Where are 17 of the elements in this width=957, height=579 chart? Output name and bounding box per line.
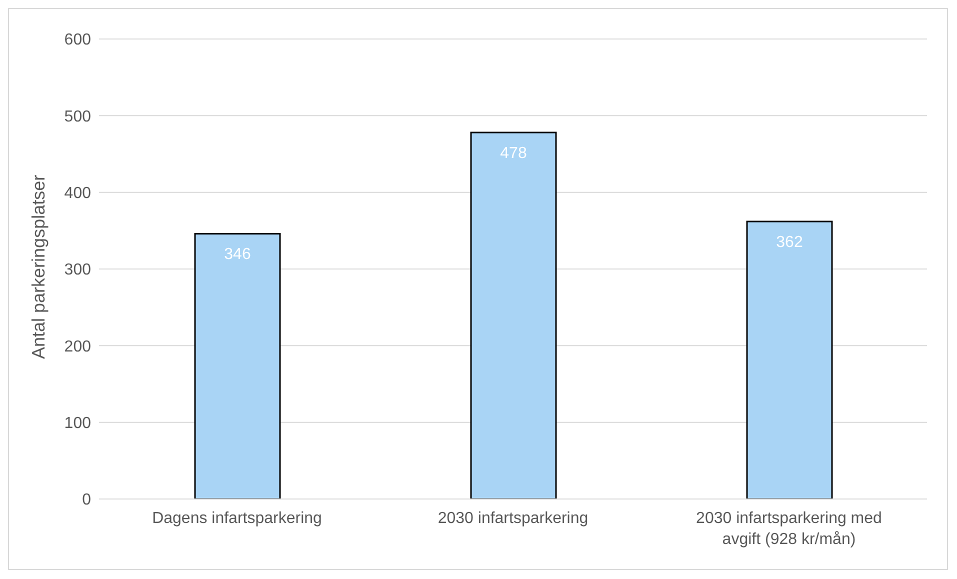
y-axis-title: Antal parkeringsplatser (28, 174, 48, 359)
bar (194, 232, 281, 499)
y-tick-label: 500 (64, 108, 92, 126)
data-label: 478 (500, 144, 527, 162)
y-tick-label: 0 (82, 492, 92, 509)
data-label: 346 (224, 246, 251, 264)
y-tick-label: 300 (64, 262, 92, 279)
y-tick-label: 100 (64, 415, 92, 432)
x-tick-label: Dagens infartsparkering (152, 510, 322, 527)
x-tick-label: 2030 infartsparkering med avgift (928 kr/mån) (696, 510, 882, 548)
y-tick-label: 200 (64, 338, 92, 356)
bar (746, 220, 833, 499)
y-tick-label: 600 (64, 32, 92, 49)
x-tick-label: 2030 infartsparkering (438, 510, 588, 527)
bar (470, 132, 557, 499)
y-tick-label: 400 (64, 185, 92, 202)
data-label: 362 (776, 234, 803, 251)
